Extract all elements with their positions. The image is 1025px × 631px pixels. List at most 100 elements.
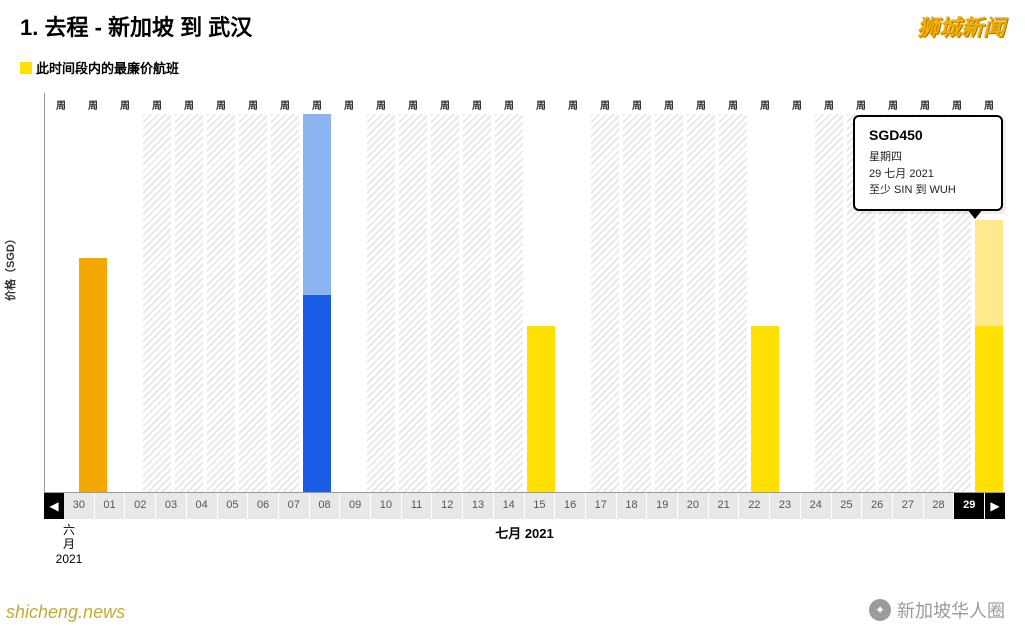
day-label: 周 xyxy=(301,97,333,112)
bar-slot[interactable] xyxy=(269,115,301,492)
date-cell[interactable]: 11 xyxy=(402,493,433,519)
date-cell[interactable]: 26 xyxy=(862,493,893,519)
day-label: 周 xyxy=(333,97,365,112)
day-label: 周 xyxy=(813,97,845,112)
date-cell[interactable]: 09 xyxy=(340,493,371,519)
bar-slot[interactable] xyxy=(365,115,397,492)
bar-unavailable xyxy=(175,114,203,492)
date-cell[interactable]: 03 xyxy=(156,493,187,519)
day-label: 周 xyxy=(461,97,493,112)
bar-slot[interactable] xyxy=(77,115,109,492)
bar-slot[interactable] xyxy=(461,115,493,492)
date-cell[interactable]: 05 xyxy=(218,493,249,519)
day-label: 周 xyxy=(77,97,109,112)
wechat-icon: ✦ xyxy=(869,599,891,621)
date-cell[interactable]: 29 xyxy=(954,493,985,519)
date-cell[interactable]: 06 xyxy=(248,493,279,519)
date-cell[interactable]: 16 xyxy=(555,493,586,519)
date-cell[interactable]: 15 xyxy=(525,493,556,519)
bar-slot[interactable] xyxy=(429,115,461,492)
bar-unavailable xyxy=(239,114,267,492)
day-label: 周 xyxy=(973,97,1005,112)
bar-slot[interactable] xyxy=(621,115,653,492)
bar-slot[interactable] xyxy=(813,115,845,492)
bar-slot[interactable] xyxy=(333,115,365,492)
date-cell[interactable]: 13 xyxy=(463,493,494,519)
date-cell[interactable]: 24 xyxy=(801,493,832,519)
day-label: 周 xyxy=(525,97,557,112)
bar-slot[interactable] xyxy=(173,115,205,492)
day-label: 周 xyxy=(589,97,621,112)
date-cell[interactable]: 20 xyxy=(678,493,709,519)
date-cell[interactable]: 10 xyxy=(371,493,402,519)
date-cell[interactable]: 08 xyxy=(310,493,341,519)
chart-container: 价格（SGD） 周周周周周周周周周周周周周周周周周周周周周周周周周周周周周周 S… xyxy=(0,93,1025,566)
next-arrow[interactable]: ▶ xyxy=(985,493,1005,519)
date-cells: 3001020304050607080910111213141516171819… xyxy=(64,493,985,519)
bar-slot[interactable] xyxy=(557,115,589,492)
date-cell[interactable]: 02 xyxy=(125,493,156,519)
bar-slot[interactable] xyxy=(301,115,333,492)
date-strip: ◀ 30010203040506070809101112131415161718… xyxy=(44,493,1005,519)
bar-slot[interactable] xyxy=(109,115,141,492)
bar-slot[interactable] xyxy=(653,115,685,492)
date-cell[interactable]: 18 xyxy=(617,493,648,519)
prev-arrow[interactable]: ◀ xyxy=(44,493,64,519)
page-title: 1. 去程 - 新加坡 到 武汉 xyxy=(20,10,252,42)
header: 1. 去程 - 新加坡 到 武汉 狮城新闻 xyxy=(0,0,1025,50)
date-cell[interactable]: 25 xyxy=(832,493,863,519)
date-cell[interactable]: 23 xyxy=(770,493,801,519)
date-cell[interactable]: 07 xyxy=(279,493,310,519)
day-label: 周 xyxy=(45,97,77,112)
bar-unavailable xyxy=(719,114,747,492)
day-labels-row: 周周周周周周周周周周周周周周周周周周周周周周周周周周周周周周 xyxy=(45,97,1005,112)
day-label: 周 xyxy=(717,97,749,112)
bar-slot[interactable] xyxy=(493,115,525,492)
date-cell[interactable]: 30 xyxy=(64,493,95,519)
chart-area: 周周周周周周周周周周周周周周周周周周周周周周周周周周周周周周 SGD450 星期… xyxy=(44,93,1005,493)
bar-unavailable xyxy=(143,114,171,492)
bar-slot[interactable] xyxy=(237,115,269,492)
bar-slot[interactable] xyxy=(781,115,813,492)
watermark-left: shicheng.news xyxy=(6,602,125,623)
tooltip-date: 29 七月 2021 xyxy=(869,166,987,183)
day-label: 周 xyxy=(173,97,205,112)
bar-slot[interactable] xyxy=(45,115,77,492)
date-cell[interactable]: 12 xyxy=(432,493,463,519)
day-label: 周 xyxy=(397,97,429,112)
bar-slot[interactable] xyxy=(141,115,173,492)
bar-business-top xyxy=(303,114,331,295)
bar-selected-top xyxy=(975,220,1003,326)
date-cell[interactable]: 01 xyxy=(95,493,126,519)
bar-selected xyxy=(975,326,1003,492)
day-label: 周 xyxy=(781,97,813,112)
date-cell[interactable]: 04 xyxy=(187,493,218,519)
date-cell[interactable]: 14 xyxy=(494,493,525,519)
date-cell[interactable]: 27 xyxy=(893,493,924,519)
bar-slot[interactable] xyxy=(525,115,557,492)
bar-slot[interactable] xyxy=(685,115,717,492)
day-label: 周 xyxy=(429,97,461,112)
date-cell[interactable]: 21 xyxy=(709,493,740,519)
bar-business-bottom xyxy=(303,295,331,492)
day-label: 周 xyxy=(269,97,301,112)
bar-slot[interactable] xyxy=(589,115,621,492)
date-cell[interactable]: 19 xyxy=(647,493,678,519)
bar-slot[interactable] xyxy=(205,115,237,492)
bar-unavailable xyxy=(207,114,235,492)
bar-unavailable xyxy=(687,114,715,492)
bar-cheapest xyxy=(527,326,555,492)
bar-normal xyxy=(79,258,107,492)
bar-slot[interactable] xyxy=(749,115,781,492)
day-label: 周 xyxy=(845,97,877,112)
date-cell[interactable]: 28 xyxy=(924,493,955,519)
bar-unavailable xyxy=(623,114,651,492)
tooltip-route: 至少 SIN 到 WUH xyxy=(869,182,987,199)
day-label: 周 xyxy=(237,97,269,112)
day-label: 周 xyxy=(909,97,941,112)
date-cell[interactable]: 22 xyxy=(739,493,770,519)
date-cell[interactable]: 17 xyxy=(586,493,617,519)
bar-slot[interactable] xyxy=(397,115,429,492)
bar-slot[interactable] xyxy=(717,115,749,492)
legend-swatch xyxy=(20,62,32,74)
